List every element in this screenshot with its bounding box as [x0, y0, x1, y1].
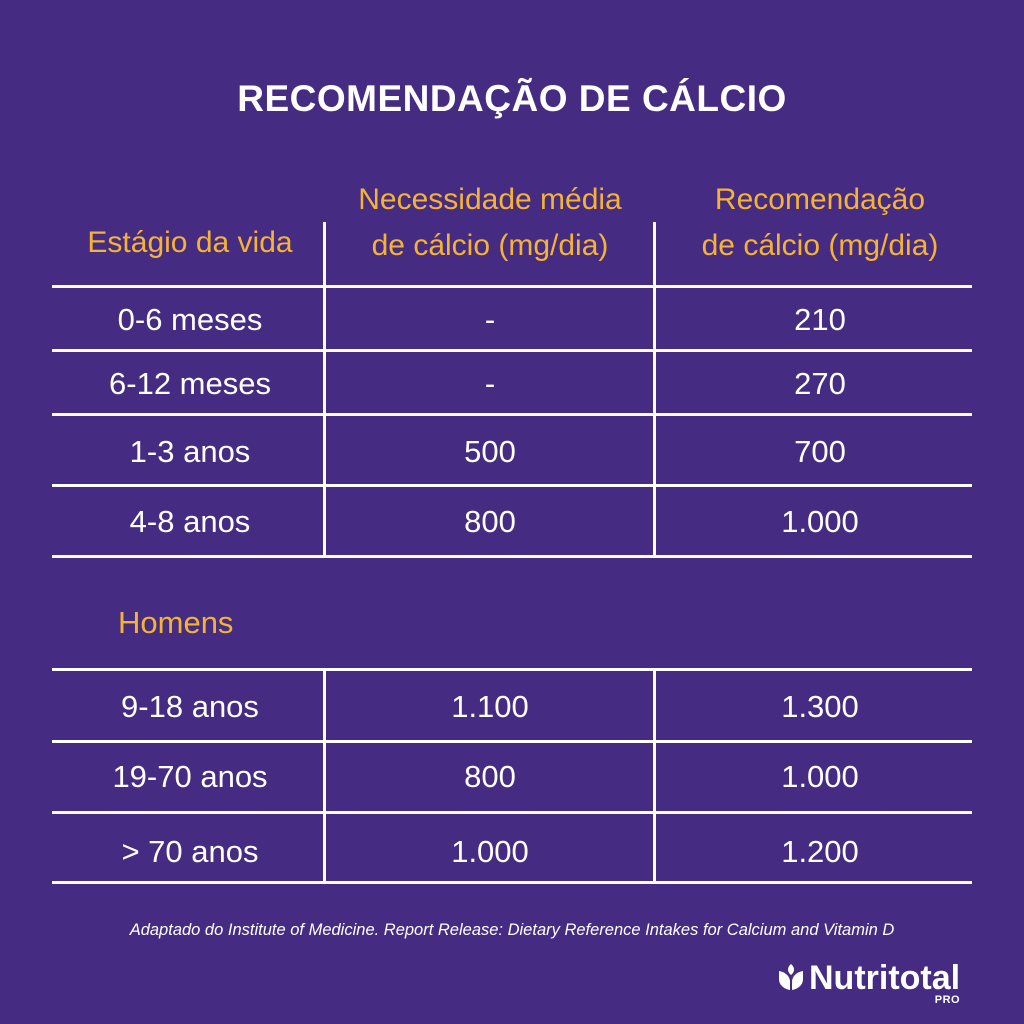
header-recommendation-line1: Recomendação: [714, 183, 926, 216]
cell-stage: 1-3 anos: [129, 434, 251, 469]
header-recommendation-line2: de cálcio (mg/dia): [701, 229, 939, 262]
cell-need: -: [484, 366, 496, 401]
table2-top-border: [52, 668, 972, 671]
table2-row-divider: [52, 740, 972, 743]
cell-recommendation: 1.200: [781, 834, 859, 869]
table1-row-divider: [52, 484, 972, 487]
cell-recommendation: 1.000: [781, 504, 859, 539]
source-citation: Adaptado do Institute of Medicine. Repor…: [129, 921, 895, 939]
table1-bottom-border: [52, 555, 972, 558]
leaf-icon: [779, 964, 803, 990]
header-average-need-line2: de cálcio (mg/dia): [371, 229, 609, 262]
header-life-stage-label: Estágio da vida: [87, 226, 293, 259]
cell-recommendation: 210: [794, 302, 846, 337]
cell-stage: > 70 anos: [121, 834, 259, 869]
header-life-stage: Estágio da vida: [40, 220, 340, 266]
cell-need: 1.100: [451, 689, 529, 724]
header-average-need: Necessidade média de cálcio (mg/dia): [325, 177, 655, 269]
table2-bottom-border: [52, 881, 972, 884]
cell-stage: 9-18 anos: [121, 689, 259, 724]
table1-row-divider: [52, 349, 972, 352]
table2-column-divider: [653, 668, 656, 883]
cell-stage: 0-6 meses: [117, 302, 263, 337]
brand-name: Nutritotal: [809, 959, 961, 997]
cell-need: -: [484, 302, 496, 337]
cell-need: 800: [464, 504, 516, 539]
cell-recommendation: 270: [794, 366, 846, 401]
cell-stage: 19-70 anos: [112, 759, 268, 794]
header-average-need-line1: Necessidade média: [358, 183, 622, 216]
cell-stage: 6-12 meses: [109, 366, 271, 401]
cell-recommendation: 1.000: [781, 759, 859, 794]
header-recommendation: Recomendação de cálcio (mg/dia): [655, 177, 985, 269]
table1-row-divider: [52, 413, 972, 416]
cell-recommendation: 1.300: [781, 689, 859, 724]
brand-suffix: PRO: [934, 994, 961, 1006]
page-title: RECOMENDAÇÃO DE CÁLCIO: [237, 78, 787, 119]
table1-column-divider: [323, 222, 326, 555]
table2-column-divider: [323, 668, 326, 883]
table1-header-divider: [52, 285, 972, 288]
table2-row-divider: [52, 811, 972, 814]
table1-column-divider: [653, 222, 656, 555]
cell-need: 1.000: [451, 834, 529, 869]
brand-logo: Nutritotal PRO: [778, 958, 960, 1008]
section-label-men: Homens: [118, 605, 234, 640]
cell-stage: 4-8 anos: [129, 504, 251, 539]
cell-recommendation: 700: [794, 434, 846, 469]
cell-need: 500: [464, 434, 516, 469]
cell-need: 800: [464, 759, 516, 794]
